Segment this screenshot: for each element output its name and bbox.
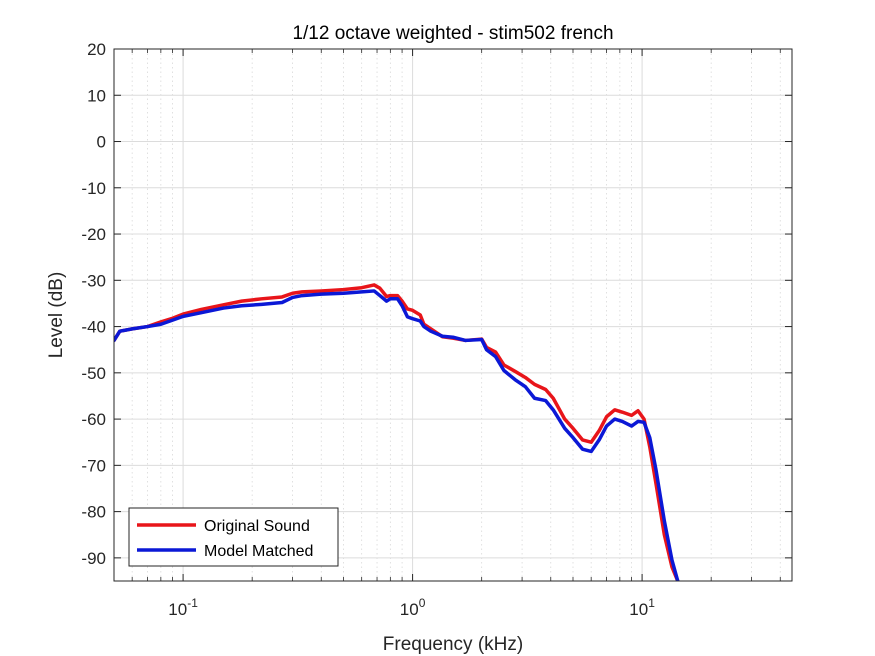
chart-title: 1/12 octave weighted - stim502 french (292, 23, 613, 44)
legend: Original Sound Model Matched (128, 507, 339, 567)
y-tick-label: -60 (81, 410, 106, 429)
y-tick-label: -70 (81, 456, 106, 475)
y-tick-label: -30 (81, 271, 106, 290)
y-tick-label: -90 (81, 549, 106, 568)
plot-area-border (113, 48, 793, 582)
legend-label-model-matched: Model Matched (204, 543, 313, 560)
y-tick-label: -50 (81, 364, 106, 383)
y-tick-label: 0 (97, 133, 106, 152)
axis-ticks (114, 48, 792, 581)
y-tick-label: -80 (81, 503, 106, 522)
x-tick-label: 101 (629, 596, 655, 619)
y-tick-label: 20 (87, 40, 106, 59)
y-tick-label: -10 (81, 179, 106, 198)
x-tick-labels: 10-1 100 101 (168, 596, 655, 619)
series-line-model-matched (114, 289, 680, 581)
legend-box (128, 507, 339, 567)
y-axis-title: Level (dB) (46, 272, 67, 359)
x-tick-label: 10-1 (168, 596, 198, 619)
y-tick-labels: 20 10 0 -10 -20 -30 -40 -50 -60 -70 -80 -90 (81, 40, 106, 568)
legend-label-original-sound: Original Sound (204, 518, 310, 535)
x-axis-title: Frequency (kHz) (383, 634, 523, 655)
y-tick-label: -40 (81, 318, 106, 337)
x-tick-label: 100 (400, 596, 426, 619)
y-tick-label: -20 (81, 225, 106, 244)
plot-series (114, 283, 680, 581)
y-tick-label: 10 (87, 86, 106, 105)
